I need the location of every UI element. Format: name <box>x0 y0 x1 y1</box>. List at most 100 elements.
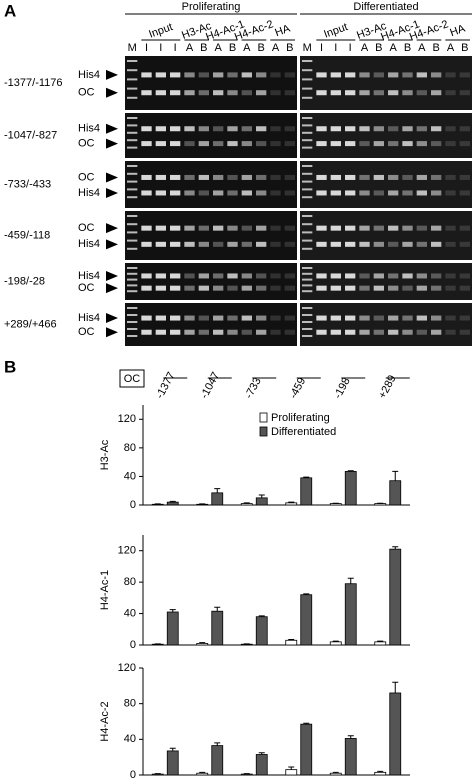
bar <box>166 750 179 776</box>
gel-band <box>213 141 224 147</box>
band-label: His4 <box>78 123 100 135</box>
ladder-band <box>302 290 313 293</box>
gel-band <box>256 141 267 147</box>
gel-band <box>416 225 427 231</box>
gel-band <box>445 126 456 132</box>
lane-label: B <box>375 42 382 54</box>
gel-band <box>198 273 209 279</box>
bar <box>389 548 402 646</box>
gel-band <box>170 126 181 132</box>
gel-band <box>198 190 209 196</box>
gel-band <box>402 90 413 96</box>
bar <box>329 503 342 506</box>
gel-band <box>141 190 152 196</box>
ladder-band <box>302 239 313 242</box>
gel-band <box>402 190 413 196</box>
lane-label: I <box>334 42 337 54</box>
ladder-band <box>127 335 138 337</box>
gel-band <box>170 141 181 147</box>
gel-band <box>402 315 413 321</box>
gel-band <box>416 329 427 335</box>
row-label: -459/-118 <box>4 229 50 241</box>
gel-band <box>270 285 281 291</box>
error-bar <box>303 476 310 478</box>
error-bar <box>392 546 399 550</box>
gel-band <box>155 190 166 196</box>
lane-label: B <box>229 42 236 54</box>
gel-band <box>184 273 195 279</box>
gel-band <box>316 126 327 132</box>
gel-band <box>270 241 281 247</box>
y-tick-label: 80 <box>124 576 136 588</box>
error-bar <box>347 735 354 739</box>
gel-band <box>155 90 166 96</box>
gel-band <box>359 329 370 335</box>
group-header: Proliferating <box>182 1 241 13</box>
gel-band <box>388 72 399 78</box>
ladder-band <box>127 117 138 119</box>
gel-band <box>345 315 356 321</box>
band-arrow <box>106 138 118 149</box>
gel-band <box>170 315 181 321</box>
gel-band <box>227 285 238 291</box>
gel-band <box>213 273 224 279</box>
lane-label: A <box>361 42 369 54</box>
error-bar <box>288 501 295 503</box>
gel-band <box>170 225 181 231</box>
gel-band <box>345 72 356 78</box>
y-axis-label: H4-Ac-1 <box>99 570 111 610</box>
gel-band <box>213 315 224 321</box>
row-label: -198/-28 <box>4 275 45 287</box>
gel-band <box>373 329 384 335</box>
ladder-band <box>302 335 313 337</box>
ladder-band <box>302 60 313 62</box>
gel-band <box>241 329 252 335</box>
ladder-band <box>127 188 138 191</box>
ladder-band <box>302 124 313 127</box>
panel-label: B <box>4 357 16 376</box>
band-arrow <box>106 239 118 250</box>
gel-band <box>284 90 295 96</box>
gel-band <box>445 174 456 180</box>
bar <box>211 492 224 506</box>
bar <box>329 641 342 646</box>
gel-band <box>316 190 327 196</box>
band-arrow <box>106 172 118 183</box>
gel-band <box>284 273 295 279</box>
gel-band <box>445 225 456 231</box>
gel-band <box>359 315 370 321</box>
gel-band <box>213 90 224 96</box>
ladder-band <box>127 139 138 142</box>
ladder-band <box>127 78 138 81</box>
ladder-band <box>302 215 313 217</box>
y-tick-label: 40 <box>124 470 136 482</box>
ladder-band <box>127 278 138 281</box>
ladder-band <box>302 146 313 149</box>
band-label: His4 <box>78 187 100 199</box>
y-axis-label: H3-Ac <box>99 439 111 470</box>
gel-band <box>184 225 195 231</box>
gel-band <box>431 126 442 132</box>
gel-band <box>213 241 224 247</box>
gel-band <box>459 141 470 147</box>
gel-band <box>284 329 295 335</box>
gel <box>125 161 297 208</box>
error-bar <box>288 639 295 641</box>
gel <box>125 303 297 346</box>
error-bar <box>288 766 295 770</box>
gel-band <box>227 190 238 196</box>
gel-band <box>431 273 442 279</box>
gel-band <box>459 329 470 335</box>
lane-label: B <box>200 42 207 54</box>
gel-band <box>388 329 399 335</box>
gel-band <box>330 225 341 231</box>
gel-band <box>155 72 166 78</box>
ladder-band <box>302 188 313 191</box>
gel-band <box>416 273 427 279</box>
lane-label: M <box>128 42 137 54</box>
category-label: -1047 <box>198 370 222 400</box>
gel-band <box>431 174 442 180</box>
gel-band <box>330 190 341 196</box>
gel-band <box>184 174 195 180</box>
gel <box>125 113 297 158</box>
